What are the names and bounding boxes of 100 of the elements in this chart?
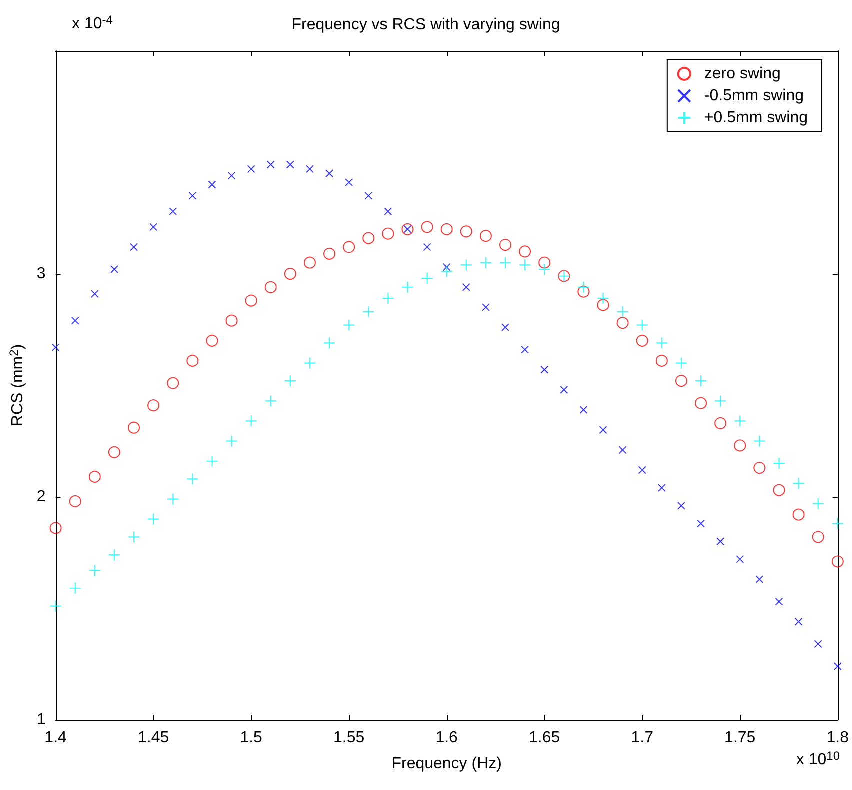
point	[423, 243, 432, 252]
point	[324, 248, 336, 260]
point	[540, 366, 549, 374]
point	[675, 357, 688, 370]
point	[734, 415, 746, 428]
point	[501, 324, 510, 332]
point	[208, 180, 216, 189]
point	[71, 316, 80, 325]
point	[364, 192, 373, 200]
point	[812, 531, 824, 544]
legend-label: zero swing	[704, 66, 781, 82]
point	[736, 555, 744, 564]
point	[714, 417, 727, 430]
point	[108, 446, 120, 458]
y-tick-label: 1	[36, 712, 46, 728]
point	[597, 292, 610, 305]
point	[616, 306, 629, 318]
point	[560, 386, 568, 394]
point	[814, 640, 822, 648]
point	[794, 618, 803, 626]
point	[69, 495, 82, 508]
point	[754, 462, 766, 474]
point	[206, 455, 218, 468]
point	[206, 334, 218, 347]
legend-label: +0.5mm swing	[704, 110, 808, 126]
point	[306, 165, 314, 174]
point	[618, 446, 627, 454]
point	[384, 208, 392, 216]
x-tick-label: 1.4	[44, 730, 68, 746]
point	[792, 508, 805, 521]
point	[480, 230, 492, 242]
point	[245, 415, 258, 428]
point	[284, 268, 296, 280]
point	[362, 306, 375, 318]
point	[186, 473, 199, 486]
point	[500, 239, 512, 252]
point	[792, 478, 805, 490]
point	[150, 223, 158, 232]
point	[304, 357, 316, 370]
point	[714, 395, 727, 408]
point	[636, 319, 648, 332]
point	[812, 498, 824, 510]
point	[90, 290, 99, 298]
point	[169, 208, 178, 216]
point	[343, 319, 356, 332]
y-axis-title: RCS (mm2)	[7, 344, 26, 427]
point	[88, 564, 101, 577]
point	[658, 484, 666, 492]
point	[228, 172, 236, 180]
point	[695, 397, 708, 410]
point	[324, 337, 336, 350]
point	[616, 317, 629, 330]
point	[264, 395, 277, 408]
point	[775, 598, 784, 606]
x-tick-label: 1.45	[138, 730, 170, 746]
point	[578, 281, 590, 294]
point	[519, 259, 532, 272]
point	[130, 243, 138, 252]
point	[636, 334, 648, 347]
x-tick-label: 1.55	[334, 730, 365, 746]
point	[304, 256, 316, 269]
point	[675, 375, 688, 388]
x-tick-label: 1.7	[631, 730, 654, 746]
point	[226, 314, 238, 327]
x-axis-title: Frequency (Hz)	[392, 756, 502, 772]
point	[462, 283, 470, 292]
point	[677, 502, 686, 510]
point	[421, 221, 434, 234]
point	[482, 303, 490, 312]
point	[167, 377, 180, 390]
point	[597, 299, 610, 312]
point	[421, 272, 434, 284]
point	[247, 165, 256, 174]
point	[442, 263, 451, 272]
point	[695, 375, 708, 388]
y-tick-label: 2	[36, 488, 46, 506]
point	[188, 192, 197, 200]
point	[773, 458, 786, 470]
point	[286, 160, 294, 169]
y-tick-label: 3	[36, 266, 46, 282]
point	[266, 160, 275, 169]
point	[226, 435, 238, 448]
point	[832, 556, 844, 568]
point	[499, 256, 512, 269]
point	[264, 281, 277, 294]
point	[284, 375, 296, 388]
point	[50, 522, 62, 534]
point	[716, 538, 725, 546]
point	[326, 170, 334, 178]
point	[538, 264, 551, 276]
point	[656, 354, 668, 367]
point	[167, 493, 180, 506]
point	[773, 484, 786, 496]
point	[734, 440, 746, 452]
point	[88, 470, 101, 483]
point	[50, 600, 62, 612]
point	[382, 228, 394, 240]
point	[834, 662, 842, 670]
point	[362, 232, 375, 244]
x-tick-label: 1.8	[826, 730, 850, 746]
